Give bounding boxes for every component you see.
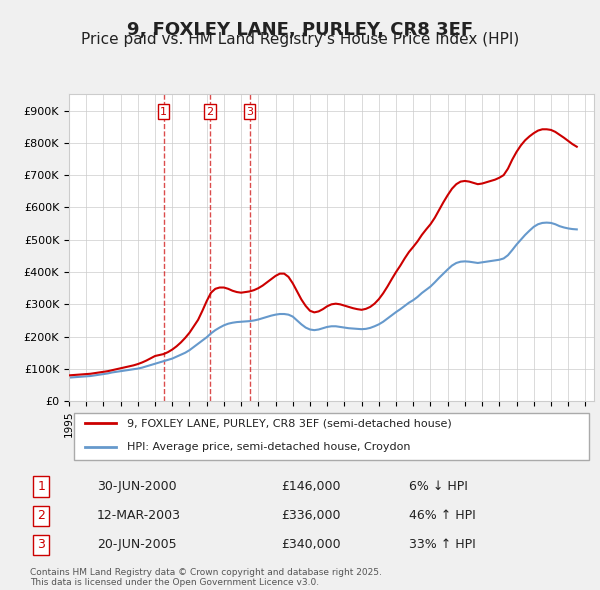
Text: 9, FOXLEY LANE, PURLEY, CR8 3EF: 9, FOXLEY LANE, PURLEY, CR8 3EF — [127, 21, 473, 39]
Text: 2: 2 — [37, 509, 45, 522]
Text: Contains HM Land Registry data © Crown copyright and database right 2025.
This d: Contains HM Land Registry data © Crown c… — [30, 568, 382, 587]
Text: £340,000: £340,000 — [281, 539, 341, 552]
Text: 6% ↓ HPI: 6% ↓ HPI — [409, 480, 469, 493]
Text: HPI: Average price, semi-detached house, Croydon: HPI: Average price, semi-detached house,… — [127, 442, 410, 452]
Text: 1: 1 — [37, 480, 45, 493]
Text: 12-MAR-2003: 12-MAR-2003 — [97, 509, 181, 522]
Text: 3: 3 — [246, 107, 253, 117]
Text: £336,000: £336,000 — [281, 509, 341, 522]
FancyBboxPatch shape — [74, 413, 589, 460]
Text: 3: 3 — [37, 539, 45, 552]
Text: 9, FOXLEY LANE, PURLEY, CR8 3EF (semi-detached house): 9, FOXLEY LANE, PURLEY, CR8 3EF (semi-de… — [127, 418, 452, 428]
Text: 30-JUN-2000: 30-JUN-2000 — [97, 480, 176, 493]
Text: 46% ↑ HPI: 46% ↑ HPI — [409, 509, 476, 522]
Text: 2: 2 — [206, 107, 214, 117]
Text: 20-JUN-2005: 20-JUN-2005 — [97, 539, 176, 552]
Text: Price paid vs. HM Land Registry's House Price Index (HPI): Price paid vs. HM Land Registry's House … — [81, 32, 519, 47]
Text: 1: 1 — [160, 107, 167, 117]
Text: £146,000: £146,000 — [281, 480, 341, 493]
Text: 33% ↑ HPI: 33% ↑ HPI — [409, 539, 476, 552]
